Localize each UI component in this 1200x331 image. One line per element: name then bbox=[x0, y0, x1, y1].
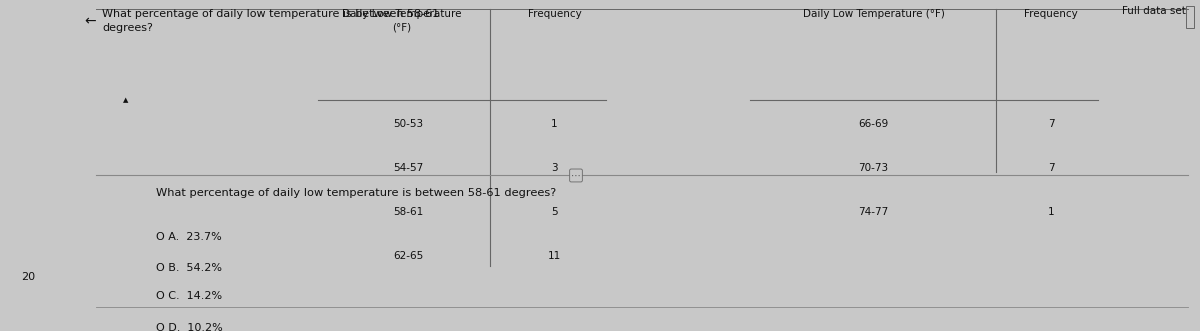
Text: 58-61: 58-61 bbox=[392, 207, 424, 217]
Text: 7: 7 bbox=[1048, 119, 1055, 129]
Text: Daily Low Temperature (°F): Daily Low Temperature (°F) bbox=[803, 9, 944, 20]
Text: 5: 5 bbox=[551, 207, 558, 217]
Text: Daily Low Temperature
(°F): Daily Low Temperature (°F) bbox=[342, 9, 462, 32]
Text: 11: 11 bbox=[547, 251, 562, 261]
Text: 74-77: 74-77 bbox=[858, 207, 889, 217]
Text: 1: 1 bbox=[551, 119, 558, 129]
Text: 70-73: 70-73 bbox=[858, 163, 889, 173]
Text: O B.  54.2%: O B. 54.2% bbox=[156, 263, 222, 273]
Text: 66-69: 66-69 bbox=[858, 119, 889, 129]
Text: What percentage of daily low temperature is between 58-61 degrees?: What percentage of daily low temperature… bbox=[156, 188, 557, 198]
Text: 7: 7 bbox=[1048, 163, 1055, 173]
Text: 50-53: 50-53 bbox=[392, 119, 424, 129]
Text: 1: 1 bbox=[1048, 207, 1055, 217]
Text: 54-57: 54-57 bbox=[392, 163, 424, 173]
Text: O D.  10.2%: O D. 10.2% bbox=[156, 323, 223, 331]
Text: 20: 20 bbox=[22, 272, 36, 282]
Text: 3: 3 bbox=[551, 163, 558, 173]
Text: O C.  14.2%: O C. 14.2% bbox=[156, 291, 222, 302]
Text: ⋯: ⋯ bbox=[571, 170, 581, 180]
Text: What percentage of daily low temperature is between 58-61
degrees?: What percentage of daily low temperature… bbox=[102, 9, 439, 33]
Text: O A.  23.7%: O A. 23.7% bbox=[156, 232, 222, 242]
Text: 62-65: 62-65 bbox=[392, 251, 424, 261]
Text: ▲: ▲ bbox=[124, 97, 128, 103]
Text: Frequency: Frequency bbox=[1025, 9, 1078, 20]
Text: ←: ← bbox=[84, 14, 96, 28]
Text: Frequency: Frequency bbox=[528, 9, 581, 20]
Text: Full data set: Full data set bbox=[1122, 6, 1186, 16]
